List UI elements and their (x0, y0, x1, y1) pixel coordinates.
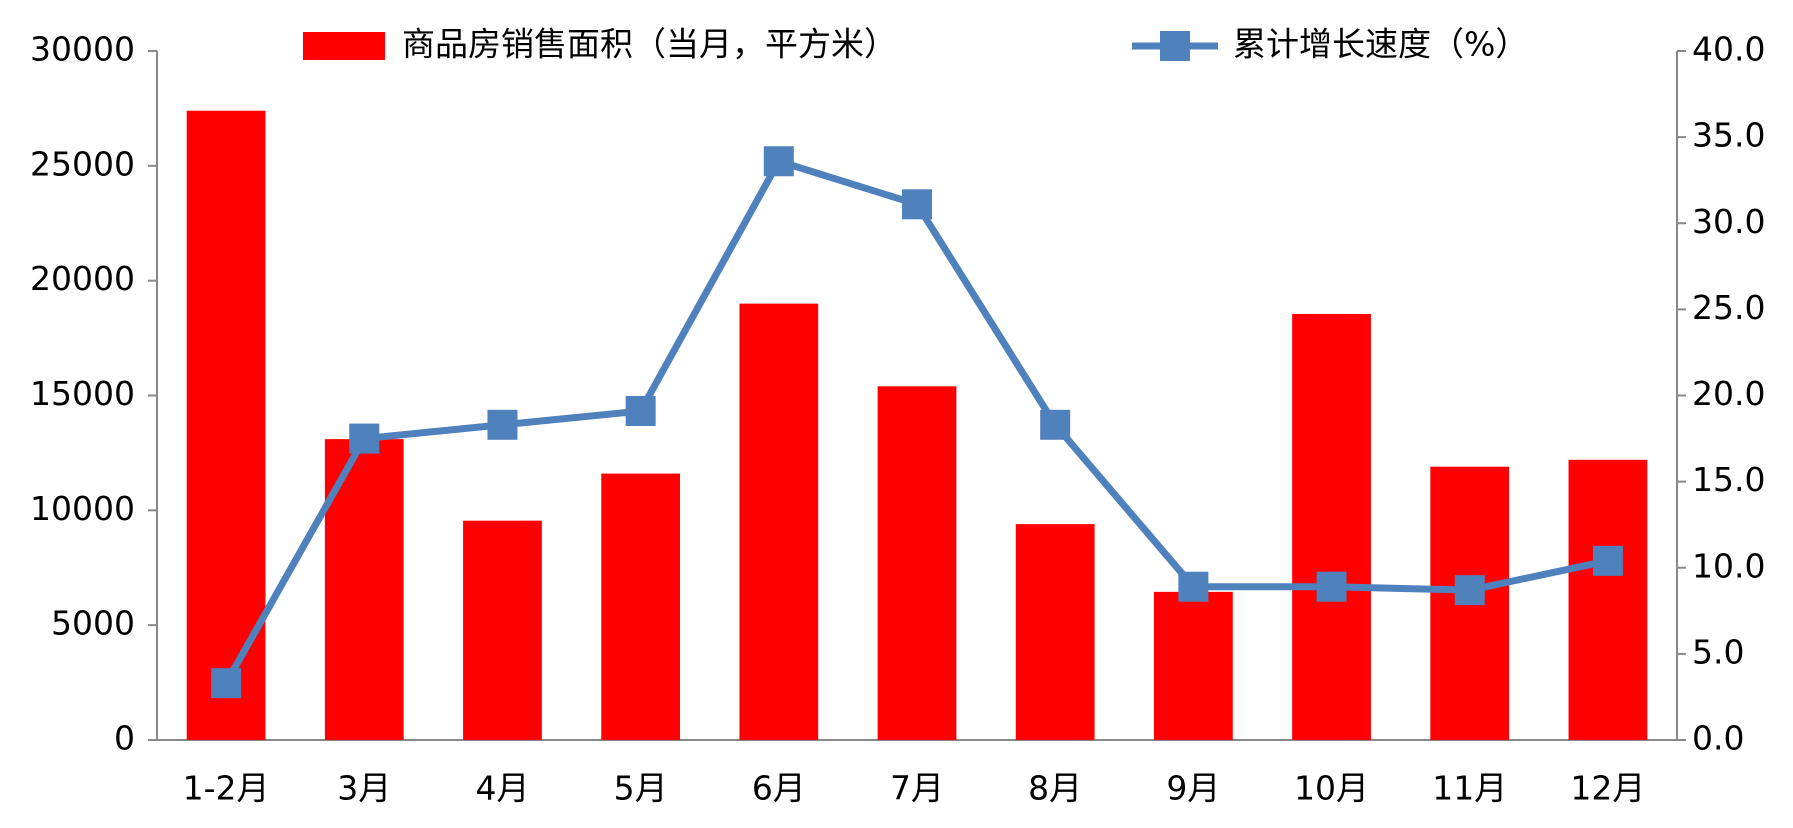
y2-tick-label: 20.0 (1692, 374, 1765, 413)
y-tick-label: 15000 (30, 374, 135, 413)
marker (1040, 409, 1071, 440)
bar (877, 386, 957, 740)
y-tick-label: 30000 (30, 30, 135, 69)
marker (625, 396, 656, 427)
bar (463, 520, 542, 740)
marker (349, 423, 380, 454)
y2-tick-label: 35.0 (1692, 116, 1765, 155)
marker (1316, 571, 1347, 602)
bar (1568, 459, 1648, 740)
x-tick-label: 6月 (752, 769, 806, 808)
x-tick-label: 12月 (1570, 769, 1645, 808)
x-tick-label: 5月 (614, 769, 668, 808)
y2-tick-label: 30.0 (1692, 202, 1765, 241)
marker (1178, 571, 1209, 602)
marker (1454, 575, 1485, 606)
x-tick-label: 10月 (1294, 769, 1369, 808)
marker (1592, 545, 1623, 576)
bar (1292, 313, 1371, 740)
x-tick-label: 7月 (890, 769, 944, 808)
y-tick-label: 20000 (30, 259, 135, 298)
bar (1153, 591, 1233, 740)
y-tick-label: 0 (114, 719, 135, 758)
bar (1015, 524, 1095, 740)
x-tick-label: 1-2月 (183, 769, 270, 808)
y-tick-label: 25000 (30, 144, 135, 183)
marker (211, 668, 242, 699)
x-tick-label: 3月 (337, 769, 391, 808)
bar (601, 473, 681, 740)
x-tick-label: 8月 (1028, 769, 1082, 808)
legend-marker (1160, 31, 1190, 61)
y2-tick-label: 40.0 (1692, 30, 1765, 69)
bar (739, 303, 819, 740)
y2-tick-label: 0.0 (1692, 719, 1744, 758)
marker (902, 189, 932, 220)
x-tick-label: 4月 (475, 769, 529, 808)
legend-label: 累计增长速度（%） (1233, 25, 1528, 64)
y2-tick-label: 5.0 (1692, 632, 1744, 671)
y2-tick-label: 25.0 (1692, 288, 1765, 327)
x-tick-label: 11月 (1432, 769, 1507, 808)
x-tick-label: 9月 (1166, 769, 1220, 808)
y-tick-label: 5000 (51, 604, 135, 643)
bar (186, 110, 266, 741)
marker (487, 409, 518, 440)
marker (763, 146, 794, 177)
y2-tick-label: 15.0 (1692, 460, 1765, 499)
legend-label: 商品房销售面积（当月，平方米） (402, 25, 897, 64)
y2-tick-label: 10.0 (1692, 546, 1765, 585)
y-tick-label: 10000 (30, 489, 135, 528)
legend-swatch (303, 32, 385, 60)
